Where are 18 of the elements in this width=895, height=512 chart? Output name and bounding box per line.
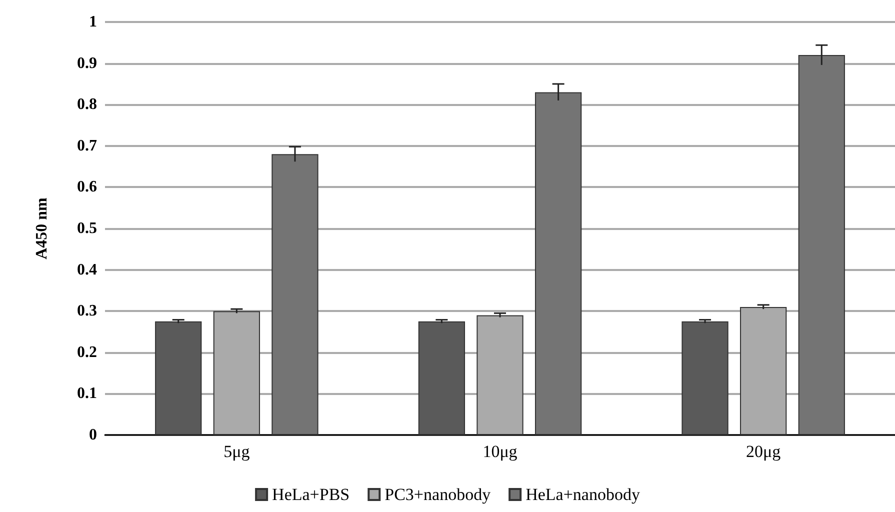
- y-tick-label: 0.6: [77, 178, 97, 196]
- legend-label: PC3+nanobody: [384, 485, 492, 504]
- legend-label: HeLa+nanobody: [526, 485, 640, 504]
- y-tick-label: 0.8: [77, 96, 97, 114]
- y-tick-label: 0.5: [77, 220, 97, 237]
- x-tick-label: 5μg: [224, 442, 250, 461]
- y-tick-label: 0: [89, 426, 97, 444]
- y-tick-label: 1: [89, 14, 97, 30]
- y-axis-title: A450 nm: [34, 196, 50, 260]
- y-tick-label: 0.9: [77, 54, 97, 72]
- y-tick-label: 0.7: [77, 137, 97, 154]
- x-tick-label: 10μg: [482, 442, 518, 461]
- y-tick-label: 0.3: [77, 302, 97, 320]
- y-tick-label: 0.2: [77, 344, 97, 361]
- x-tick-label: 20μg: [746, 442, 782, 461]
- legend-label: HeLa+PBS: [272, 485, 350, 504]
- y-tick-label: 0.1: [77, 385, 97, 402]
- y-tick-label: 0.4: [77, 261, 97, 278]
